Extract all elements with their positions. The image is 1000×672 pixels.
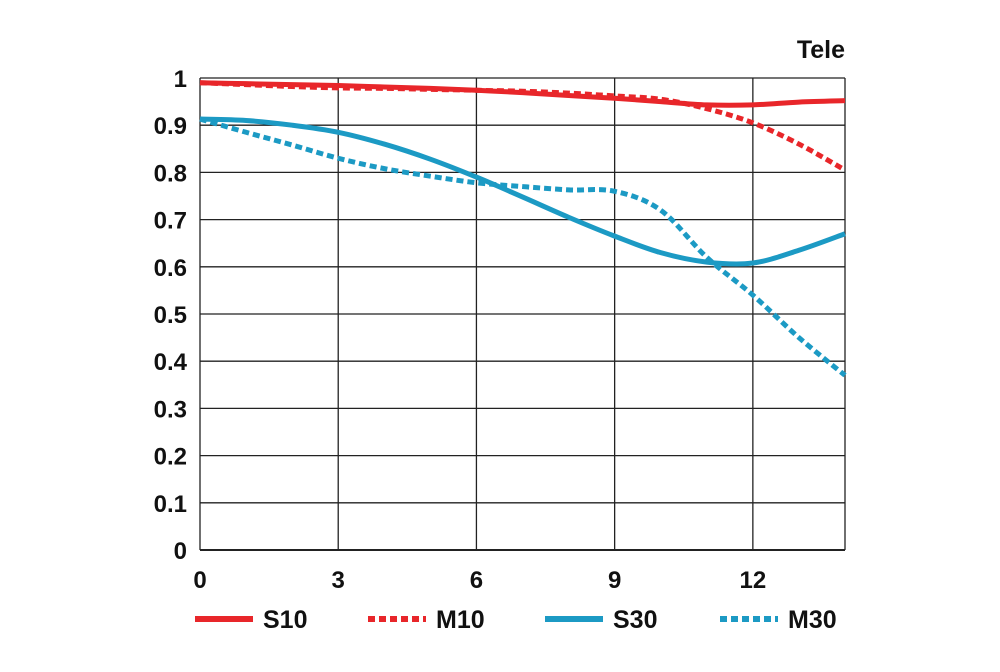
grid-layer (199, 77, 846, 551)
legend-label-m10: M10 (436, 606, 485, 634)
x-tick-label: 3 (332, 567, 345, 594)
legend-label-s30: S30 (613, 606, 657, 634)
y-tick-label: 0.5 (154, 302, 187, 329)
x-tick-label: 6 (470, 567, 483, 594)
y-tick-label: 0.7 (154, 208, 187, 235)
y-tick-label: 1 (174, 66, 187, 93)
legend-label-m30: M30 (788, 606, 837, 634)
x-tick-label: 0 (193, 567, 206, 594)
x-tick-label: 12 (740, 567, 767, 594)
y-tick-label: 0.9 (154, 113, 187, 140)
y-tick-label: 0.3 (154, 396, 187, 423)
y-tick-label: 0.8 (154, 160, 187, 187)
legend-label-s10: S10 (263, 606, 307, 634)
legend: S10 M10 S30 M30 (195, 606, 837, 634)
series-line-s30 (199, 116, 846, 267)
series-line-m10 (199, 80, 847, 173)
axis-layer: 0 0.1 0.2 0.3 0.4 0.5 0.6 0.7 0.8 0.9 1 0 3 6 9 12 (154, 66, 845, 594)
y-tick-label: 0.6 (154, 255, 187, 282)
y-tick-label: 0 (174, 538, 187, 565)
y-tick-label: 0.1 (154, 491, 187, 518)
series-line-s10 (199, 80, 846, 108)
y-tick-label: 0.2 (154, 444, 187, 471)
series-line-m30 (199, 116, 847, 378)
series-layer (199, 80, 847, 378)
chart-title: Tele (797, 36, 845, 64)
y-tick-label: 0.4 (154, 349, 188, 376)
x-tick-label: 9 (608, 567, 621, 594)
